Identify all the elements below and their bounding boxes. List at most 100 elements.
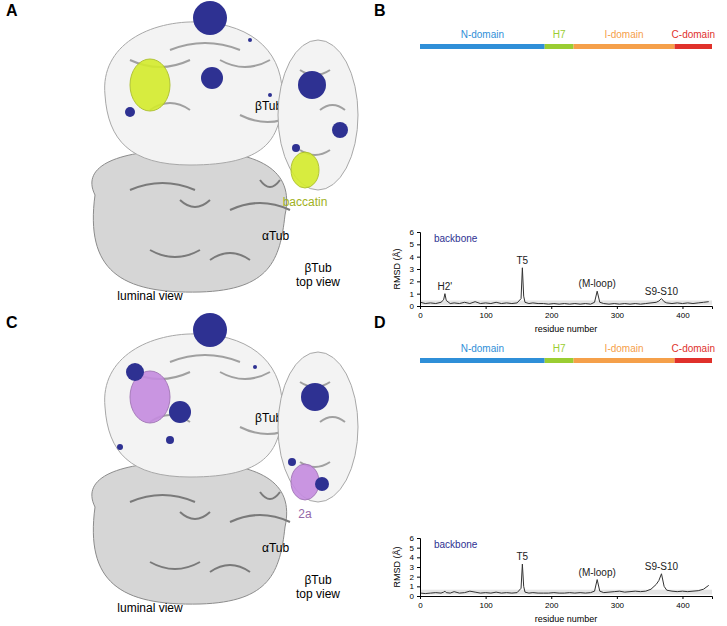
panel-label: A [6, 2, 18, 19]
y-tick: 2 [410, 573, 420, 582]
y-tick-mark [417, 586, 420, 587]
y-axis-title: RMSD (Å) [392, 547, 402, 588]
y-tick-mark [417, 244, 420, 245]
y-tick-label: 4 [410, 253, 415, 262]
x-tick-label: 0 [418, 311, 423, 320]
rmsd-sphere [169, 401, 191, 423]
beta-tubulin-top [278, 352, 358, 502]
peak-annotation: (M-loop) [579, 567, 616, 578]
y-tick-label: 6 [410, 228, 415, 237]
rmsd-sphere [301, 383, 329, 411]
cartoon-strand [320, 417, 345, 422]
rmsd-sphere [332, 122, 348, 138]
cartoon-strand [220, 60, 270, 67]
y-tick-mark [417, 306, 420, 307]
x-axis: 0 100 200 300 400 [418, 596, 712, 610]
rmsd-sphere [117, 444, 123, 450]
view-label: top view [296, 587, 340, 601]
cartoon-strand [230, 203, 290, 210]
rmsd-sphere [292, 144, 300, 152]
x-tick-mark [486, 596, 487, 599]
y-tick: 4 [410, 553, 420, 562]
peak-annotation: T5 [517, 255, 529, 266]
domain-bar [675, 44, 712, 49]
view-label: luminal view [117, 289, 183, 303]
y-tick-mark [417, 281, 420, 282]
figure: AβTubαTubluminal viewbaccatinβTubtop vie… [0, 0, 727, 626]
rmsd-sphere [315, 477, 329, 491]
y-tick-mark [417, 232, 420, 233]
x-tick-mark [617, 596, 618, 599]
y-tick-mark [417, 577, 420, 578]
panel-label: B [374, 2, 386, 19]
y-tick: 5 [410, 544, 420, 553]
ligand [291, 464, 319, 500]
y-tick-mark [417, 257, 420, 258]
x-tick-mark [551, 306, 552, 309]
y-tick: 5 [410, 240, 420, 249]
x-tick-label: 200 [545, 601, 559, 610]
x-tick-mark [682, 596, 683, 599]
domain-bar [574, 44, 675, 49]
y-tick-label: 1 [410, 582, 415, 591]
peak-annotation: T5 [517, 551, 529, 562]
y-tick-mark [417, 596, 420, 597]
rmsd-sphere [253, 365, 257, 369]
rmsd-sphere [288, 458, 296, 466]
x-tick: 200 [545, 306, 559, 320]
y-tick-mark [417, 538, 420, 539]
x-tick: 400 [676, 596, 690, 610]
rmsd-sphere [298, 71, 326, 99]
x-tick: 400 [676, 306, 690, 320]
structure-panel: CβTubαTubluminal view2aβTubtop view [6, 313, 358, 615]
x-tick-label: 200 [545, 311, 559, 320]
chart: BN-domainH7I-domainC-domainbackbone01002… [374, 2, 715, 334]
y-tick-label: 5 [410, 240, 415, 249]
ligand-label: baccatin [283, 195, 328, 209]
y-tick-label: 0 [410, 302, 415, 311]
beta-tubulin [105, 334, 283, 477]
cartoon-strand [150, 250, 200, 257]
x-tick-label: 100 [479, 601, 493, 610]
cartoon-strand [260, 180, 280, 187]
peak-annotation: (M-loop) [579, 278, 616, 289]
x-axis-title: residue number [535, 614, 598, 624]
x-tick-label: 0 [418, 601, 423, 610]
peak-annotation: S9-S10 [645, 561, 679, 572]
domain-label: H7 [553, 343, 566, 354]
y-tick: 3 [410, 563, 420, 572]
panel-label: C [6, 314, 18, 331]
y-tick-label: 1 [410, 290, 415, 299]
rmsd-sphere [248, 38, 252, 42]
x-tick-mark [682, 306, 683, 309]
x-tick-label: 400 [676, 311, 690, 320]
ligand-label: 2a [298, 507, 312, 521]
x-tick: 300 [611, 596, 625, 610]
y-tick-mark [417, 269, 420, 270]
domain-bar [420, 358, 545, 363]
peak-annotation: H2' [438, 281, 453, 292]
x-axis: 0100200300400 [418, 306, 712, 320]
y-tick-label: 2 [410, 277, 415, 286]
panel-label: D [374, 314, 386, 331]
alpha-tubulin [92, 462, 287, 604]
domain-label: C-domain [672, 343, 715, 354]
y-axis-line [417, 233, 421, 307]
rmsd-sphere [201, 67, 223, 89]
y-tick: 3 [410, 265, 420, 274]
rmsd-sphere [193, 1, 227, 35]
y-tick: 0 [410, 592, 420, 601]
cartoon-strand [130, 495, 195, 502]
domain-label: I-domain [605, 343, 644, 354]
y-axis: 0123456 [410, 534, 421, 601]
ligand [130, 59, 170, 111]
x-tick: 200 [545, 596, 559, 610]
domain-label: N-domain [461, 343, 504, 354]
domain-bar [574, 358, 675, 363]
x-tick-label: 300 [611, 311, 625, 320]
cartoon-strand [210, 565, 250, 572]
y-tick-label: 4 [410, 553, 415, 562]
alpha-tubulin [92, 150, 287, 292]
rmsd-sphere [166, 436, 174, 444]
x-tick: 100 [479, 596, 493, 610]
